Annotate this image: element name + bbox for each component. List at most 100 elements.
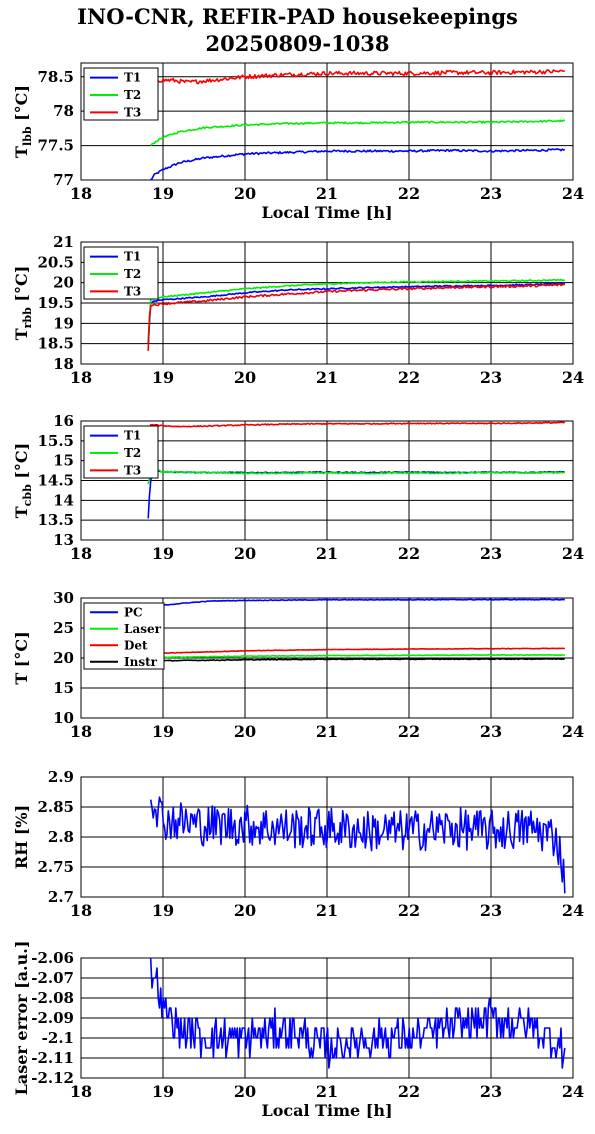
x-tick-label: 19 [152,184,174,203]
y-tick-label: 19 [53,314,74,332]
y-tick-label: 2.9 [48,768,74,786]
x-tick-label: 23 [480,901,502,920]
y-tick-label: -2.06 [31,949,74,967]
y-tick-label: 13.5 [37,511,74,529]
series-line-t1 [150,148,566,181]
y-tick-label: 21 [53,233,74,251]
y-tick-label: 78 [53,102,74,120]
y-tick-label: -2.09 [31,1009,74,1027]
y-axis-label-main: Laser error [a.u.] [12,941,31,1096]
y-axis-label-main: T [°C] [12,631,31,684]
x-tick-label: 21 [316,184,338,203]
x-tick-label: 24 [562,1082,584,1101]
legend-label: T3 [124,105,141,119]
x-axis-label: Local Time [h] [261,1101,392,1120]
y-axis-label-unit: [°C] [12,85,31,126]
x-axis-label: Local Time [h] [261,203,392,222]
legend: PC Laser Det Instr [83,602,165,670]
x-tick-label: 21 [316,722,338,741]
chart-panel-5: 18 19 20 21 22 23 24 2.7 2.75 2.8 2.85 2.9 RH [%] [12,768,584,920]
legend-label: Instr [124,655,158,669]
y-tick-label: -2.1 [42,1029,74,1047]
y-axis-label-main: T [12,506,31,518]
y-axis-label: Trbb [°C] [12,266,34,341]
y-tick-label: 18.5 [37,335,74,353]
y-axis-label: RH [%] [12,805,31,869]
x-tick-label: 19 [152,722,174,741]
x-tick-label: 22 [398,544,420,563]
x-tick-label: 20 [234,368,256,387]
y-tick-label: -2.12 [31,1069,74,1087]
x-tick-label: 22 [398,184,420,203]
y-axis-label-main: T [12,146,31,158]
x-tick-label: 23 [480,544,502,563]
x-tick-label: 19 [152,1082,174,1101]
y-tick-label: 2.75 [37,858,74,876]
x-tick-label: 21 [316,1082,338,1101]
y-tick-label: 78.5 [37,68,74,86]
series-line-t3 [149,69,565,98]
x-tick-label: 24 [562,184,584,203]
series-line-t2 [147,468,565,485]
y-tick-label: 2.8 [48,828,74,846]
y-tick-label: -2.08 [31,989,74,1007]
legend-label: T1 [124,250,141,264]
y-tick-label: 10 [53,709,74,727]
x-tick-label: 18 [70,901,92,920]
series-line-t2 [150,119,565,147]
chart-title: INO-CNR, REFIR-PAD housekeepings [77,4,518,29]
y-axis-label: T [°C] [12,631,31,684]
series-line-laser [150,653,565,659]
x-tick-label: 21 [316,544,338,563]
y-tick-label: 2.7 [48,888,74,906]
x-tick-label: 19 [152,368,174,387]
y-tick-label: 14 [53,491,74,509]
x-tick-label: 23 [480,368,502,387]
y-tick-label: 20 [53,274,74,292]
series-line-t3 [147,283,565,351]
x-tick-label: 20 [234,1082,256,1101]
series-line-pc [150,598,565,611]
x-tick-label: 20 [234,901,256,920]
y-axis-label-subscript: lbb [21,126,34,146]
y-tick-label: 14.5 [37,472,74,490]
y-axis-label-unit: [°C] [12,266,31,307]
x-tick-label: 24 [562,368,584,387]
series-line-t3 [149,421,566,428]
x-tick-label: 23 [480,184,502,203]
legend-label: Laser [124,622,162,636]
y-tick-label: 19.5 [37,294,74,312]
chart-panel-2: 18 19 20 21 22 23 24 18 18.5 19 19.5 20 20.5 21 T1 T2 T3… [12,233,584,387]
y-tick-label: -2.11 [31,1049,74,1067]
y-axis-label: Tcbb [°C] [12,443,34,518]
legend-label: T2 [124,446,141,460]
y-tick-label: 77.5 [37,137,74,155]
legend-label: T3 [124,463,141,477]
y-tick-label: 20 [53,649,74,667]
x-tick-label: 22 [398,368,420,387]
x-tick-label: 21 [316,368,338,387]
x-tick-label: 21 [316,901,338,920]
y-axis-label: Laser error [a.u.] [12,941,31,1096]
x-tick-label: 19 [152,544,174,563]
x-tick-label: 22 [398,1082,420,1101]
chart-panel-4: 18 19 20 21 22 23 24 10 15 20 25 30 PC Laser Det Instr T… [12,589,584,741]
chart-panel-1: 18 19 20 21 22 23 24 77 77.5 78 78.5 T1 T2 T3 Tlbb [°C… [12,62,584,222]
x-tick-label: 22 [398,722,420,741]
series-line-instr [150,657,565,662]
x-tick-label: 23 [480,1082,502,1101]
series-line-data [149,957,566,1069]
y-tick-label: 2.85 [37,798,74,816]
x-tick-label: 20 [234,544,256,563]
legend-label: T1 [124,71,141,85]
x-tick-label: 18 [70,1082,92,1101]
y-axis-label-unit: [°C] [12,443,31,484]
y-tick-label: 77 [53,171,74,189]
y-axis-label: Tlbb [°C] [12,85,34,158]
legend-label: Det [124,638,148,652]
y-tick-label: 30 [53,589,74,607]
y-tick-label: 25 [53,619,74,637]
y-tick-label: 18 [53,355,74,373]
chart-panel-6: 18 19 20 21 22 23 24 -2.12 -2.11 -2.1 -2.09 -2.08 -2… [12,941,584,1120]
y-tick-label: 16 [53,412,74,430]
